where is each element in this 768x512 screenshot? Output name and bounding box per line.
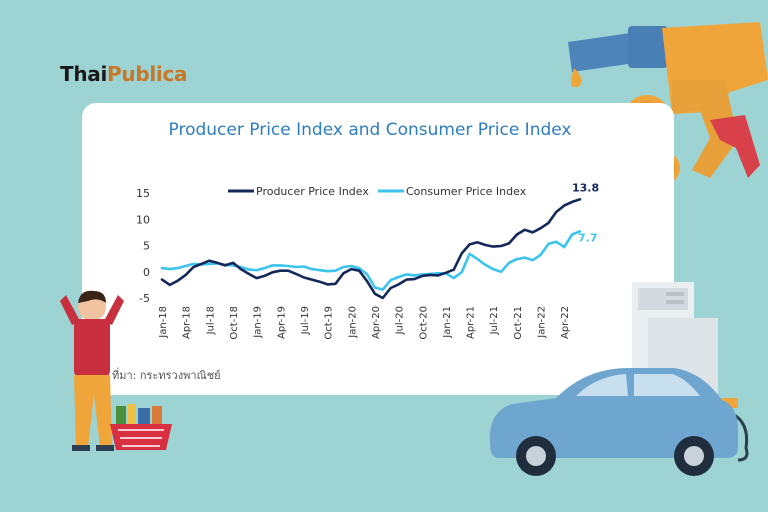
chart-title: Producer Price Index and Consumer Price … [168,120,572,140]
y-tick-label: 15 [136,187,150,200]
brand-logo: ThaiPublica [60,62,188,86]
fuel-nozzle-icon [568,22,768,178]
source-note: ที่มา: กระทรวงพาณิชย์ [112,369,221,382]
x-tick-label: Oct-19 [324,306,335,340]
x-tick-label: Jan-21 [442,306,453,339]
y-tick-label: 0 [143,266,150,279]
x-tick-label: Jul-18 [205,306,216,335]
series-line-ppi [160,198,582,300]
legend-label: Consumer Price Index [406,185,527,198]
x-tick-label: Jan-18 [158,306,169,339]
x-tick-label: Apr-22 [560,306,571,339]
x-tick-label: Apr-21 [466,306,477,339]
y-tick-label: 10 [136,213,150,226]
end-value-label: 7.7 [578,231,598,244]
chart-card [82,103,674,395]
x-tick-label: Apr-18 [182,306,193,339]
car-icon [489,368,749,476]
series-line-cpi [160,230,582,291]
x-tick-label: Oct-21 [513,306,524,340]
y-tick-label: 5 [143,240,150,253]
worried-person-icon [60,290,124,451]
legend-label: Producer Price Index [256,185,369,198]
x-tick-label: Jul-21 [489,306,500,335]
x-tick-label: Jul-19 [300,306,311,335]
x-tick-label: Apr-19 [276,306,287,339]
x-tick-label: Jan-19 [253,306,264,339]
x-tick-label: Oct-18 [229,306,240,340]
y-tick-label: -5 [139,292,150,305]
x-tick-label: Jan-22 [537,306,548,339]
x-tick-label: Oct-20 [418,306,429,340]
x-tick-label: Jul-20 [395,306,406,335]
shopping-basket-icon [110,404,172,450]
end-value-label: 13.8 [572,181,599,194]
x-tick-label: Apr-20 [371,306,382,339]
x-tick-label: Jan-20 [347,306,358,339]
